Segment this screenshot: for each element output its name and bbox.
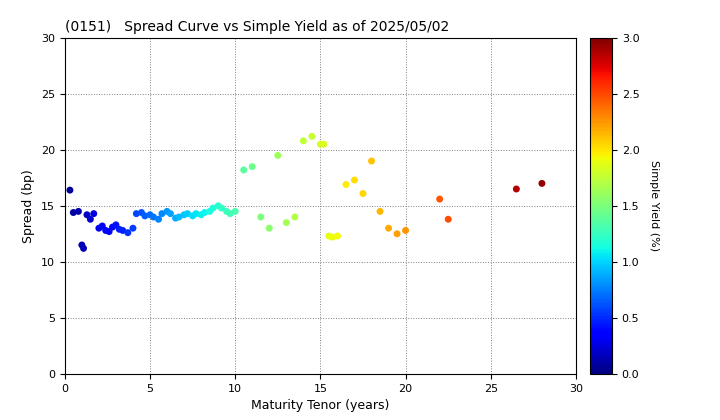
Point: [434, 196, 446, 202]
Point: [297, 137, 309, 144]
Point: [153, 216, 164, 223]
Point: [392, 231, 403, 237]
Point: [68, 209, 79, 216]
Point: [165, 210, 176, 217]
X-axis label: Maturity Tenor (years): Maturity Tenor (years): [251, 399, 390, 412]
Point: [81, 211, 93, 218]
Point: [117, 227, 128, 234]
Point: [357, 190, 369, 197]
Point: [179, 211, 190, 218]
Point: [85, 216, 96, 223]
Point: [230, 208, 241, 215]
Point: [536, 180, 548, 187]
Point: [383, 225, 395, 231]
Point: [442, 216, 454, 223]
Point: [135, 209, 147, 216]
Point: [340, 181, 351, 188]
Point: [400, 227, 411, 234]
Point: [374, 208, 386, 215]
Point: [195, 211, 207, 218]
Point: [148, 214, 159, 220]
Point: [181, 210, 193, 217]
Point: [93, 225, 104, 231]
Point: [225, 210, 236, 217]
Point: [318, 141, 330, 147]
Point: [332, 233, 343, 239]
Point: [510, 186, 522, 192]
Point: [88, 210, 99, 217]
Point: [323, 233, 335, 239]
Point: [207, 205, 219, 211]
Point: [216, 205, 228, 211]
Point: [289, 214, 301, 220]
Point: [315, 141, 326, 147]
Point: [78, 245, 89, 252]
Point: [272, 152, 284, 159]
Point: [281, 219, 292, 226]
Point: [104, 228, 115, 235]
Point: [100, 227, 112, 234]
Y-axis label: Spread (bp): Spread (bp): [22, 169, 35, 243]
Point: [130, 210, 142, 217]
Point: [161, 208, 173, 215]
Point: [64, 187, 76, 194]
Point: [327, 234, 338, 241]
Point: [122, 229, 134, 236]
Point: [212, 202, 224, 209]
Point: [246, 163, 258, 170]
Point: [76, 241, 88, 248]
Point: [255, 214, 266, 220]
Point: [139, 213, 150, 219]
Point: [366, 158, 377, 164]
Text: (0151)   Spread Curve vs Simple Yield as of 2025/05/02: (0151) Spread Curve vs Simple Yield as o…: [65, 20, 449, 34]
Point: [96, 223, 108, 229]
Point: [110, 221, 122, 228]
Point: [221, 208, 233, 215]
Point: [187, 213, 199, 219]
Point: [144, 211, 156, 218]
Point: [306, 133, 318, 140]
Point: [127, 225, 139, 231]
Point: [174, 214, 185, 220]
Point: [73, 208, 84, 215]
Point: [170, 215, 181, 221]
Point: [114, 226, 125, 233]
Point: [264, 225, 275, 231]
Y-axis label: Simple Yield (%): Simple Yield (%): [649, 160, 659, 251]
Point: [156, 210, 168, 217]
Point: [199, 209, 210, 216]
Point: [348, 177, 360, 184]
Point: [238, 167, 249, 173]
Point: [190, 210, 202, 217]
Point: [107, 224, 118, 231]
Point: [204, 208, 215, 215]
